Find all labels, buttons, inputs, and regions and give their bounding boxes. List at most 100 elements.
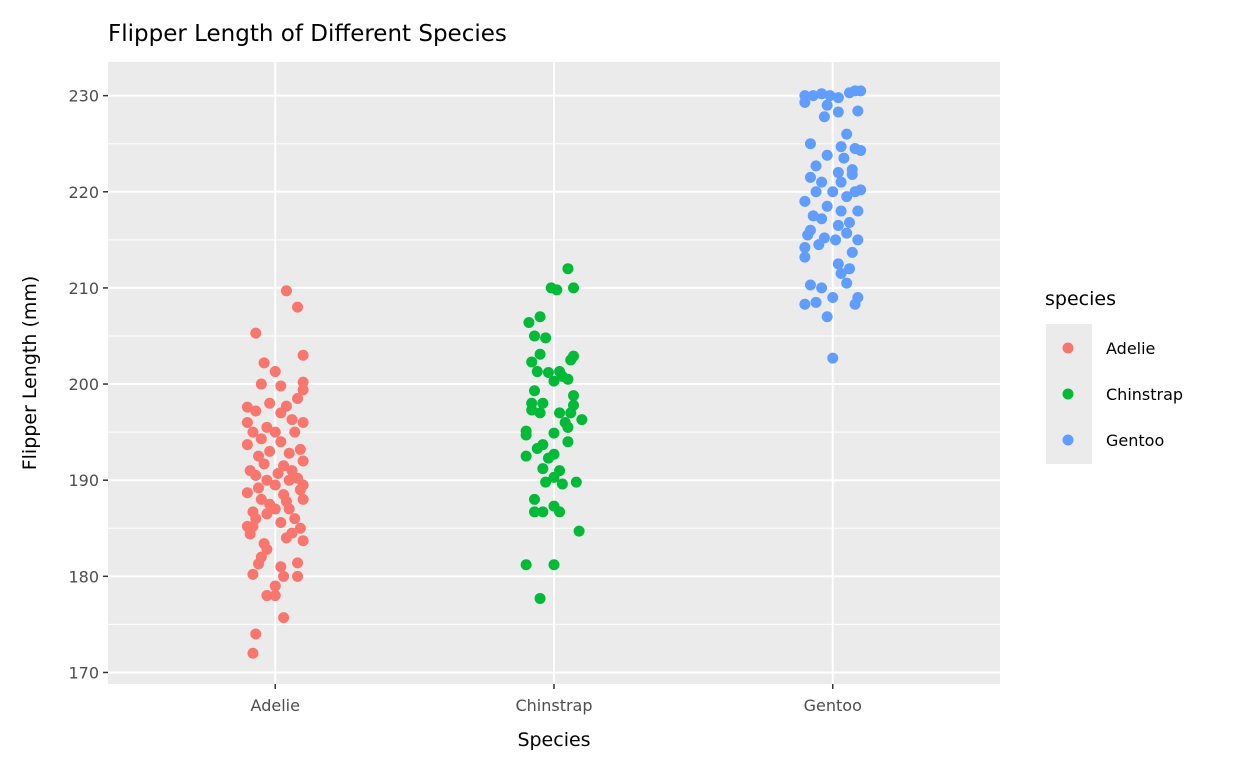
point-adelie [286,414,298,426]
point-gentoo [832,219,844,231]
point-adelie [297,455,309,467]
point-adelie [258,357,270,369]
point-adelie [289,513,301,525]
point-chinstrap [548,500,560,512]
point-adelie [261,508,273,520]
point-gentoo [810,186,822,198]
x-axis: Adelie Chinstrap Gentoo [251,684,862,715]
point-gentoo [810,296,822,308]
point-gentoo [799,251,811,263]
point-adelie [297,493,309,505]
point-gentoo [804,171,816,183]
point-gentoo [832,167,844,179]
point-gentoo [821,149,833,161]
point-chinstrap [534,592,546,604]
point-adelie [261,474,273,486]
point-adelie [292,472,304,484]
legend-title: species [1045,288,1116,310]
legend-label: Chinstrap [1106,385,1183,404]
point-chinstrap [556,478,568,490]
point-gentoo [835,141,847,153]
point-gentoo [827,352,839,364]
point-chinstrap [534,311,546,323]
point-adelie [292,301,304,313]
legend-key-adelie [1062,342,1074,354]
point-chinstrap [548,448,560,460]
point-gentoo [830,234,842,246]
point-chinstrap [537,506,549,518]
legend-label: Adelie [1106,339,1155,358]
point-adelie [255,378,267,390]
point-adelie [278,612,290,624]
point-chinstrap [573,525,585,537]
point-adelie [280,285,292,297]
point-gentoo [855,184,867,196]
point-chinstrap [540,332,552,344]
point-adelie [278,570,290,582]
point-gentoo [832,92,844,104]
point-adelie [250,327,262,339]
point-adelie [297,384,309,396]
legend-key-gentoo [1062,434,1074,446]
point-adelie [255,433,267,445]
y-axis: 170 180 190 200 210 220 230 [68,87,108,682]
point-adelie [283,474,295,486]
point-adelie [292,570,304,582]
point-chinstrap [537,397,549,409]
y-tick-label: 210 [68,279,99,298]
point-adelie [269,590,281,602]
point-chinstrap [528,506,540,518]
point-gentoo [855,144,867,156]
point-chinstrap [548,559,560,571]
point-adelie [272,467,284,479]
point-gentoo [799,195,811,207]
point-chinstrap [534,348,546,360]
point-adelie [241,487,253,499]
point-chinstrap [520,425,532,437]
point-gentoo [852,292,864,304]
point-chinstrap [540,476,552,488]
y-tick-label: 190 [68,471,99,490]
point-adelie [258,538,270,550]
point-chinstrap [526,397,538,409]
point-chinstrap [562,373,574,385]
point-gentoo [852,105,864,117]
point-adelie [269,366,281,378]
point-adelie [241,401,253,413]
point-chinstrap [542,367,554,379]
point-adelie [278,460,290,472]
point-chinstrap [534,407,546,419]
point-gentoo [818,111,830,123]
chart-title: Flipper Length of Different Species [108,21,507,47]
point-chinstrap [528,493,540,505]
point-gentoo [810,160,822,172]
point-adelie [294,443,306,455]
x-tick-label: Chinstrap [515,696,592,715]
point-adelie [278,489,290,501]
point-adelie [275,561,287,573]
point-chinstrap [570,476,582,488]
point-adelie [283,447,295,459]
point-adelie [275,436,287,448]
point-adelie [297,376,309,388]
point-gentoo [824,90,836,102]
point-gentoo [827,186,839,198]
point-chinstrap [559,417,571,429]
point-adelie [275,380,287,392]
point-adelie [286,465,298,477]
y-axis-label: Flipper Length (mm) [19,276,41,471]
point-adelie [264,397,276,409]
point-adelie [247,568,259,580]
point-gentoo [841,277,853,289]
point-chinstrap [520,450,532,462]
point-chinstrap [576,414,588,426]
point-gentoo [835,205,847,217]
point-gentoo [846,164,858,176]
point-adelie [241,439,253,451]
point-adelie [292,557,304,569]
point-chinstrap [554,366,566,378]
point-adelie [241,417,253,429]
point-gentoo [835,176,847,188]
point-gentoo [821,311,833,323]
